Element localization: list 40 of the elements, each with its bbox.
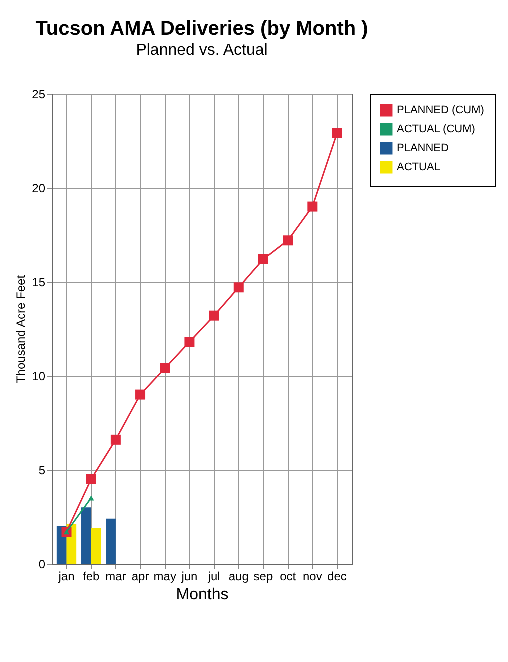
x-tick-label: may [154,570,176,584]
x-tick-label: apr [132,570,150,584]
y-tick-label: 10 [32,370,46,384]
point [86,474,96,484]
legend-label: PLANNED [397,142,450,154]
y-axis-title: Thousand Acre Feet [14,274,28,384]
legend-label: PLANNED (CUM) [397,104,484,116]
point [308,202,318,212]
x-tick-label: dec [328,570,347,584]
x-tick-label: aug [228,570,249,584]
x-tick-label: jan [58,570,75,584]
y-tick-label: 15 [32,276,46,290]
y-tick-label: 0 [38,558,46,572]
point [160,363,170,374]
x-tick-label: feb [83,570,100,584]
point [332,128,342,138]
bar [91,528,102,564]
x-tick-label: mar [106,570,126,584]
point [234,282,244,293]
point [184,337,195,348]
y-tick-label: 5 [38,464,46,478]
point [283,236,294,246]
chart-subtitle: Planned vs. Actual [136,42,268,59]
y-tick-label: 20 [32,182,46,196]
bar [82,508,92,564]
x-tick-label: jul [207,570,220,584]
x-tick-label: jun [180,570,198,584]
x-tick-label: oct [280,570,297,584]
point [110,434,121,445]
legend-label: ACTUAL (CUM) [397,124,476,136]
x-tick-label: sep [254,570,274,584]
legend-label: ACTUAL [397,162,440,174]
bar [106,518,116,564]
chart-title: Tucson AMA Deliveries (by Month ) [36,18,368,40]
y-tick-label: 25 [32,88,46,102]
point [209,310,220,321]
x-tick-label: nov [302,570,322,584]
point [136,390,146,400]
point [258,254,268,264]
x-axis-title: Months [176,586,229,604]
